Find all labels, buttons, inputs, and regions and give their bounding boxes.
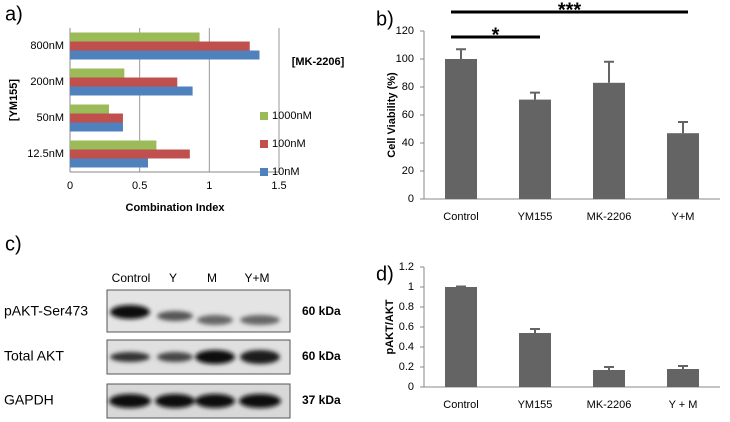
band: [240, 350, 280, 364]
x-tick-label: Y+M: [672, 211, 695, 223]
y-tick-label: 0: [408, 193, 414, 205]
y-tick-label: 60: [402, 109, 414, 121]
bar: [70, 50, 260, 60]
y-axis-label: [YM155]: [8, 79, 20, 122]
bar: [445, 287, 477, 387]
panel-label: d): [376, 263, 394, 285]
row-label: pAKT-Ser473: [4, 303, 88, 319]
band: [197, 315, 233, 325]
error-bar: [604, 366, 614, 370]
band: [109, 394, 151, 408]
y-tick-label: 800nM: [30, 40, 64, 52]
x-tick-label: Control: [443, 211, 478, 223]
y-tick-label: 1: [408, 281, 414, 293]
row-label: Total AKT: [4, 348, 64, 364]
x-tick-label: YM155: [518, 211, 553, 223]
y-tick-label: 100: [396, 53, 414, 65]
band: [239, 394, 281, 408]
bar: [70, 149, 190, 159]
bar: [519, 333, 551, 387]
legend-label: 10nM: [272, 166, 300, 178]
band: [240, 315, 280, 325]
bar: [445, 59, 477, 199]
y-tick-label: 120: [396, 25, 414, 37]
bar: [519, 99, 551, 199]
legend-swatch: [260, 168, 268, 176]
x-tick-label: MK-2206: [587, 399, 632, 411]
error-bar: [530, 328, 540, 333]
x-tick-label: 1.5: [271, 180, 286, 192]
x-tick-label: Control: [443, 399, 478, 411]
legend-label: 100nM: [272, 138, 306, 150]
y-tick-label: 0.6: [399, 321, 414, 333]
bar: [70, 140, 157, 150]
size-label: 37 kDa: [302, 393, 341, 407]
panel-label: a): [5, 3, 23, 25]
bar: [70, 77, 178, 87]
y-tick-label: 12.5nM: [27, 148, 64, 160]
y-tick-label: 40: [402, 137, 414, 149]
x-tick-label: Y + M: [669, 399, 698, 411]
error-bar: [604, 60, 614, 83]
legend-swatch: [260, 140, 268, 148]
bar: [70, 41, 250, 51]
band: [155, 394, 195, 408]
lane-label: Y: [169, 271, 177, 285]
error-bar: [530, 91, 540, 100]
error-bar: [456, 285, 466, 288]
band: [110, 352, 150, 362]
bar: [70, 86, 193, 96]
y-tick-label: 0.2: [399, 361, 414, 373]
panel-label: c): [5, 233, 22, 255]
x-tick-label: YM155: [518, 399, 553, 411]
x-tick-label: 0.5: [132, 180, 147, 192]
y-tick-label: 1.2: [399, 261, 414, 273]
lane-label: Y+M: [244, 271, 269, 285]
bar: [70, 32, 200, 42]
y-tick-label: 0.4: [399, 341, 414, 353]
error-bar: [456, 48, 466, 59]
y-tick-label: 200nM: [30, 76, 64, 88]
x-tick-label: MK-2206: [587, 211, 632, 223]
error-bar: [678, 365, 688, 369]
bar: [70, 158, 149, 168]
band: [157, 352, 193, 362]
bar: [70, 68, 125, 78]
x-tick-label: 0: [67, 180, 73, 192]
lane-label: M: [207, 271, 217, 285]
bar: [70, 113, 123, 123]
significance-label: *: [492, 24, 500, 46]
error-bar: [678, 121, 688, 134]
bar: [593, 82, 625, 199]
y-tick-label: 80: [402, 81, 414, 93]
blot-bands: [109, 305, 281, 408]
y-tick-label: 20: [402, 165, 414, 177]
significance-label: ***: [558, 0, 582, 21]
y-tick-label: 0: [408, 381, 414, 393]
bar: [667, 369, 699, 387]
size-label: 60 kDa: [302, 349, 341, 363]
x-axis-label: Combination Index: [126, 202, 226, 214]
band: [195, 394, 235, 408]
bar: [70, 104, 110, 114]
row-label: GAPDH: [4, 392, 54, 408]
band: [110, 305, 150, 319]
size-label: 60 kDa: [302, 304, 341, 318]
x-tick-label: 1: [206, 180, 212, 192]
y-axis-label: pAKT/AKT: [384, 299, 396, 354]
bar: [667, 133, 699, 199]
y-tick-label: 50nM: [36, 112, 64, 124]
bar: [593, 370, 625, 387]
y-axis-label: Cell Viability (%): [386, 72, 398, 158]
lane-label: Control: [112, 271, 151, 285]
legend-label: 1000nM: [272, 110, 312, 122]
bar: [70, 122, 123, 132]
legend-swatch: [260, 112, 268, 120]
legend-title: [MK-2206]: [292, 56, 345, 68]
y-tick-label: 0.8: [399, 301, 414, 313]
band: [195, 350, 235, 364]
panel-label: b): [376, 8, 394, 30]
band: [157, 311, 193, 321]
